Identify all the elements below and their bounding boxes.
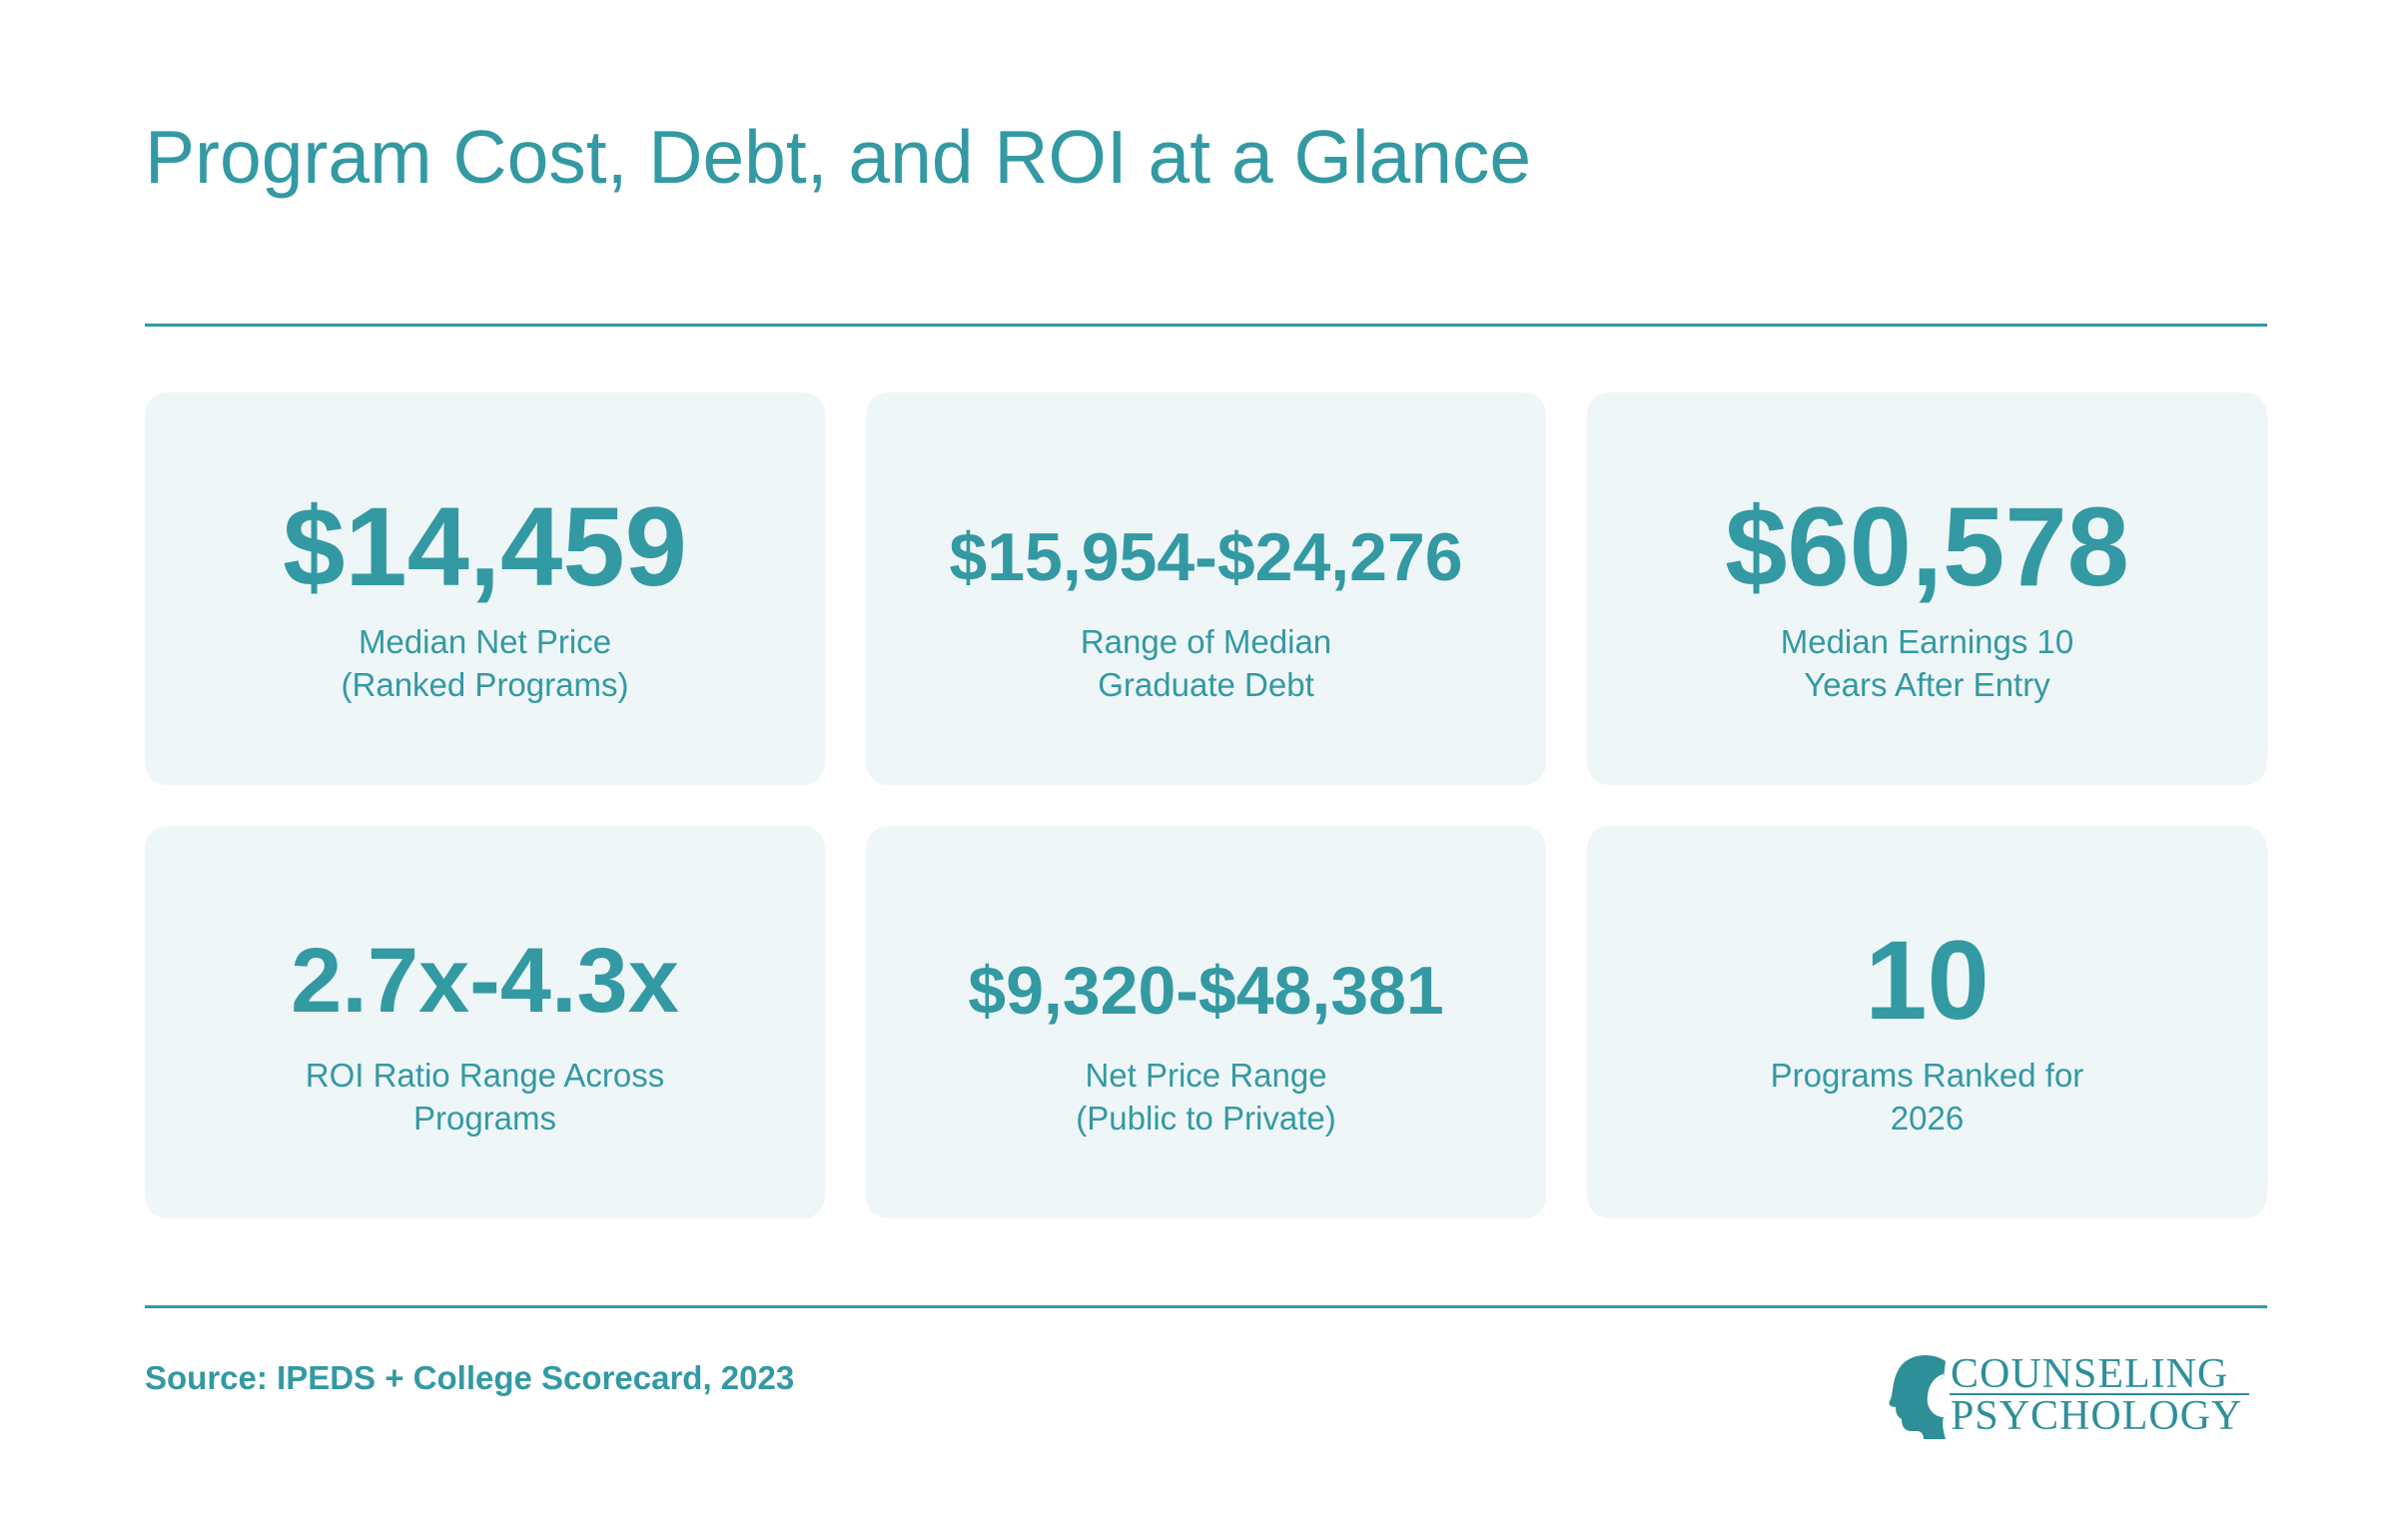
top-divider: [145, 324, 2267, 327]
logo-text-line: COUNSELING: [1951, 1351, 2229, 1397]
stat-label-line: Graduate Debt: [1098, 666, 1314, 703]
stat-label: Median Earnings 10 Years After Entry: [1627, 620, 2227, 706]
stat-label-line: Net Price Range: [1085, 1057, 1327, 1094]
stat-label-line: Programs Ranked for: [1770, 1057, 2084, 1094]
stat-label: ROI Ratio Range Across Programs: [185, 1054, 785, 1140]
stat-card-median-net-price: $14,459 Median Net Price (Ranked Program…: [145, 392, 825, 785]
stat-value: 10: [1865, 918, 1990, 1043]
stat-label-line: Median Earnings 10: [1780, 623, 2074, 660]
stat-label-line: ROI Ratio Range Across: [305, 1057, 665, 1094]
stat-card-roi-ratio: 2.7x-4.3x ROI Ratio Range Across Program…: [145, 826, 825, 1218]
stat-label-line: Range of Median: [1080, 623, 1332, 660]
stat-label-line: Median Net Price: [358, 623, 612, 660]
stat-label: Range of Median Graduate Debt: [906, 620, 1506, 706]
counseling-psychology-logo: COUNSELING PSYCHOLOGY: [1888, 1351, 2257, 1441]
stat-label: Median Net Price (Ranked Programs): [185, 620, 785, 706]
stat-card-net-price-range: $9,320-$48,381 Net Price Range (Public t…: [866, 826, 1546, 1218]
stat-card-median-graduate-debt: $15,954-$24,276 Range of Median Graduate…: [866, 392, 1546, 785]
logo-divider: [1950, 1393, 2249, 1395]
stat-value: $14,459: [283, 484, 687, 609]
logo-text-line: PSYCHOLOGY: [1951, 1393, 2243, 1439]
stat-value: $15,954-$24,276: [949, 519, 1463, 595]
stat-card-median-earnings: $60,578 Median Earnings 10 Years After E…: [1587, 392, 2267, 785]
bottom-divider: [145, 1305, 2267, 1308]
stat-label-line: Programs: [412, 1100, 557, 1137]
stat-label-line: 2026: [1890, 1100, 1965, 1137]
stat-label-line: (Public to Private): [1076, 1100, 1336, 1137]
stat-value: 2.7x-4.3x: [291, 930, 679, 1032]
source-note: Source: IPEDS + College Scorecard, 2023: [145, 1359, 795, 1396]
stat-value: $60,578: [1725, 484, 2129, 609]
stat-label: Programs Ranked for 2026: [1627, 1054, 2227, 1140]
stat-label: Net Price Range (Public to Private): [906, 1054, 1506, 1140]
stat-card-programs-ranked: 10 Programs Ranked for 2026: [1587, 826, 2267, 1218]
stat-label-line: Years After Entry: [1804, 666, 2050, 703]
head-profile-icon: [1889, 1355, 1946, 1439]
stat-label-line: (Ranked Programs): [341, 666, 629, 703]
page-title: Program Cost, Debt, and ROI at a Glance: [145, 115, 1532, 199]
stat-value: $9,320-$48,381: [968, 953, 1444, 1029]
